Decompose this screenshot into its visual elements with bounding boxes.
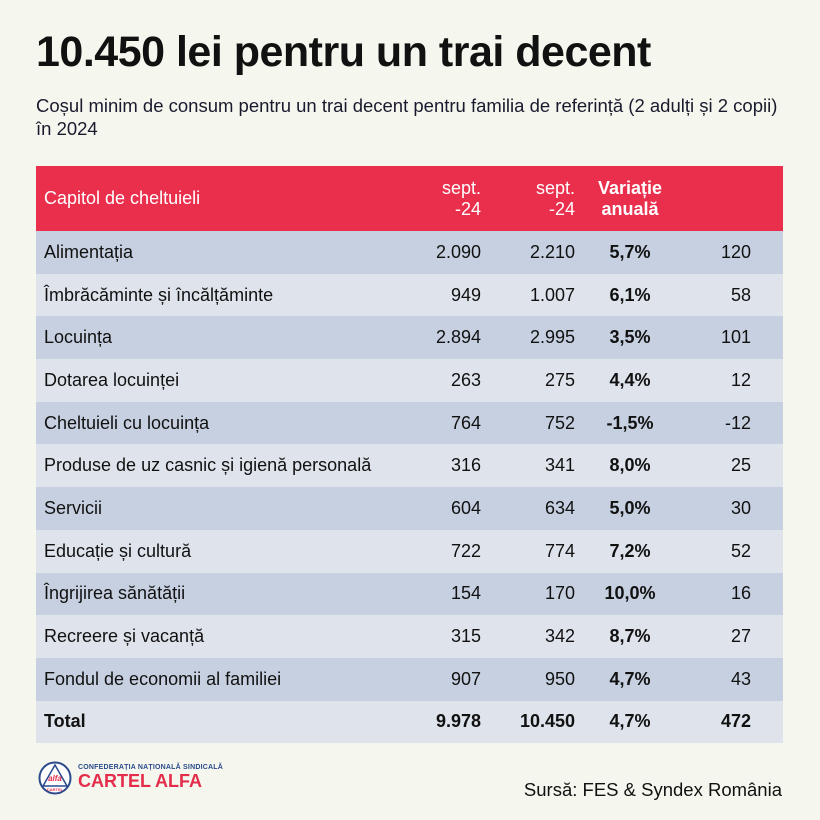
cell-category: Fondul de economii al familiei [44, 668, 282, 689]
cell-category: Recreere și vacanță [44, 626, 205, 647]
cell-variation: 3,5% [609, 327, 651, 348]
alfa-emblem-icon: alfa CARTEL [38, 761, 72, 795]
table-row: Servicii 604 634 5,0% 30 [36, 487, 783, 530]
cell-value-1: 722 [450, 540, 481, 561]
cell-category: Dotarea locuinței [44, 369, 180, 390]
cell-category: Îmbrăcăminte și încălțăminte [44, 284, 274, 305]
cell-variation: 4,7% [609, 711, 651, 732]
cell-value-1: 2.090 [435, 241, 481, 262]
header-diff [685, 166, 783, 231]
cell-value-2: 950 [544, 668, 575, 689]
header-col2: sept. -24 [535, 177, 575, 219]
subtitle: Coșul minim de consum pentru un trai dec… [36, 95, 778, 139]
header-category: Capitol de cheltuieli [44, 188, 201, 208]
cell-variation: 10,0% [604, 583, 656, 604]
cell-difference: 52 [730, 540, 751, 561]
cell-variation: 4,4% [609, 369, 651, 390]
cell-value-1: 2.894 [435, 327, 481, 348]
cartel-alfa-logo: alfa CARTEL CONFEDERAȚIA NAȚIONALĂ SINDI… [38, 761, 223, 795]
cell-value-2: 2.995 [529, 327, 575, 348]
cell-category: Locuința [44, 327, 113, 348]
cell-value-1: 9.978 [435, 711, 481, 732]
cell-value-1: 315 [450, 626, 481, 647]
cell-difference: 43 [730, 668, 751, 689]
cell-value-2: 752 [544, 412, 575, 433]
table-row: Îngrijirea sănătății 154 170 10,0% 16 [36, 572, 783, 616]
cell-difference: -12 [724, 412, 751, 433]
table-row: Educație și cultură 722 774 7,2% 52 [36, 529, 783, 573]
table-row: Locuința 2.894 2.995 3,5% 101 [36, 316, 783, 360]
cell-difference: 27 [730, 626, 751, 647]
cell-variation: 8,0% [609, 455, 651, 476]
cell-variation: 8,7% [609, 626, 651, 647]
table-row: Cheltuieli cu locuința 764 752 -1,5% -12 [36, 401, 783, 445]
svg-text:alfa: alfa [48, 774, 62, 783]
logo-line1: CONFEDERAȚIA NAȚIONALĂ SINDICALĂ [78, 764, 223, 771]
cell-value-2: 634 [544, 497, 575, 518]
cell-variation: 5,0% [609, 497, 651, 518]
cell-value-2: 275 [544, 369, 575, 390]
svg-text:CARTEL: CARTEL [47, 787, 64, 792]
cell-variation: 6,1% [609, 284, 651, 305]
cell-category: Cheltuieli cu locuința [44, 412, 210, 433]
logo-line2: CARTEL ALFA [78, 771, 202, 791]
cell-difference: 30 [730, 497, 751, 518]
table-total-row: Total 9.978 10.450 4,7% 472 [36, 700, 783, 744]
cell-value-2: 342 [544, 626, 575, 647]
cell-value-1: 316 [450, 455, 481, 476]
cell-category: Îngrijirea sănătății [44, 583, 186, 604]
header-variation: Variație anuală [597, 177, 663, 219]
cell-value-2: 2.210 [529, 241, 575, 262]
cell-variation: 4,7% [609, 668, 651, 689]
cell-category: Servicii [44, 497, 103, 518]
table-row: Alimentația 2.090 2.210 5,7% 120 [36, 231, 783, 274]
cell-value-2: 1.007 [529, 284, 575, 305]
cell-difference: 12 [730, 369, 751, 390]
cell-variation: 5,7% [609, 241, 651, 262]
table-row: Îmbrăcăminte și încălțăminte 949 1.007 6,1%… [36, 273, 783, 317]
header-col1: sept. -24 [441, 177, 481, 219]
cell-variation: 7,2% [609, 540, 651, 561]
cell-difference: 58 [730, 284, 751, 305]
cell-value-1: 604 [450, 497, 481, 518]
cell-difference: 16 [730, 583, 751, 604]
table-header: Capitol de cheltuieli sept. -24 sept. -24 … [36, 166, 783, 231]
cell-value-1: 764 [450, 412, 481, 433]
cell-difference: 472 [720, 711, 751, 732]
cell-category: Educație și cultură [44, 540, 192, 561]
cell-value-2: 10.450 [519, 711, 575, 732]
cell-difference: 120 [720, 241, 751, 262]
table-row: Fondul de economii al familiei 907 950 4,7%… [36, 657, 783, 701]
page-title: 10.450 lei pentru un trai decent [36, 28, 651, 76]
cell-value-1: 907 [450, 668, 481, 689]
cell-category: Produse de uz casnic și igienă personală [44, 455, 372, 476]
cell-difference: 25 [730, 455, 751, 476]
cell-value-1: 949 [450, 284, 481, 305]
cell-value-2: 774 [544, 540, 575, 561]
table-row: Produse de uz casnic și igienă personală… [36, 444, 783, 488]
expenses-table: Capitol de cheltuieli sept. -24 sept. -24 … [36, 166, 783, 744]
table-row: Dotarea locuinței 263 275 4,4% 12 [36, 359, 783, 402]
cell-category: Total [44, 711, 86, 732]
cell-value-1: 154 [450, 583, 481, 604]
table-row: Recreere și vacanță 315 342 8,7% 27 [36, 615, 783, 658]
cell-category: Alimentația [44, 241, 134, 262]
cell-difference: 101 [720, 327, 751, 348]
source-note: Sursă: FES & Syndex România [523, 779, 782, 800]
cell-value-2: 170 [544, 583, 575, 604]
cell-value-1: 263 [450, 369, 481, 390]
cell-value-2: 341 [544, 455, 575, 476]
cell-variation: -1,5% [606, 412, 654, 433]
